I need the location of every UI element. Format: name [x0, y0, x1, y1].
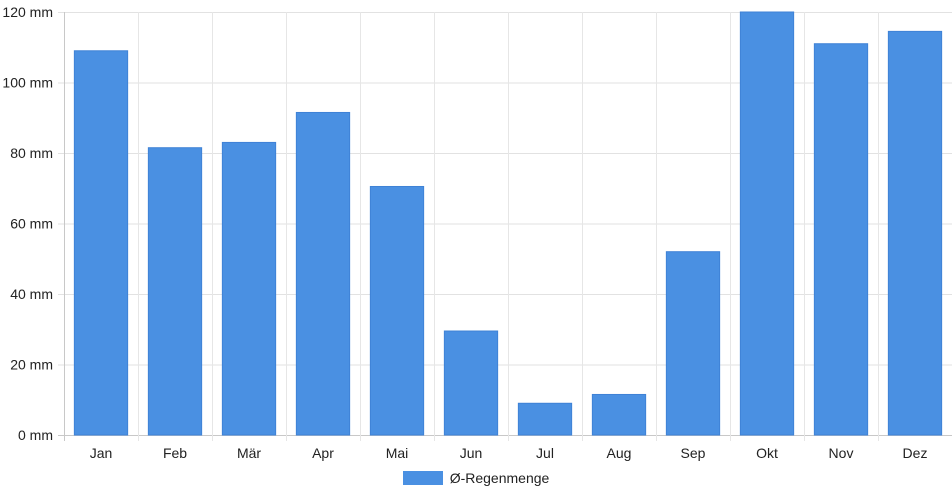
bar-sep — [665, 251, 721, 436]
x-tick-label: Okt — [756, 445, 778, 461]
bar-jun — [443, 330, 499, 436]
x-tick-label: Aug — [607, 445, 632, 461]
bar-mai — [369, 185, 425, 436]
y-axis-ticks: 0 mm 20 mm 40 mm 60 mm 80 mm 100 mm 120 mm — [2, 4, 53, 443]
bar-jan — [73, 50, 129, 436]
bar-jul — [517, 402, 573, 436]
y-tick-label: 20 mm — [10, 357, 53, 373]
x-tick-label: Feb — [163, 445, 187, 461]
y-tick-label: 60 mm — [10, 216, 53, 232]
x-tick-label: Sep — [681, 445, 706, 461]
y-tick-label: 40 mm — [10, 286, 53, 302]
bar-feb — [147, 147, 203, 436]
bar-mär — [221, 141, 277, 436]
x-tick-label: Mär — [237, 445, 261, 461]
y-tick-label: 0 mm — [18, 427, 53, 443]
y-tick-label: 120 mm — [2, 4, 53, 20]
y-tick-label: 80 mm — [10, 145, 53, 161]
x-axis-labels: Jan Feb Mär Apr Mai Jun Jul Aug Sep Okt Nov Dez — [90, 445, 928, 461]
x-tick-label: Nov — [829, 445, 854, 461]
y-tick-label: 100 mm — [2, 75, 53, 91]
x-tick-label: Jun — [460, 445, 483, 461]
bar-okt — [739, 11, 795, 436]
chart-grid — [58, 12, 952, 441]
x-tick-label: Jul — [536, 445, 554, 461]
bar-chart: 0 mm 20 mm 40 mm 60 mm 80 mm 100 mm 120 mm Jan… — [2, 4, 952, 461]
bar-apr — [295, 111, 351, 436]
bar-nov — [813, 43, 869, 436]
chart-legend[interactable]: Ø-Regenmenge — [0, 470, 952, 486]
x-tick-label: Dez — [903, 445, 928, 461]
legend-swatch — [402, 471, 443, 485]
x-tick-label: Mai — [386, 445, 409, 461]
bar-dez — [887, 30, 943, 436]
x-tick-label: Apr — [312, 445, 334, 461]
chart-bars — [73, 11, 943, 436]
legend-label: Ø-Regenmenge — [449, 470, 550, 486]
bar-aug — [591, 393, 647, 436]
x-tick-label: Jan — [90, 445, 113, 461]
